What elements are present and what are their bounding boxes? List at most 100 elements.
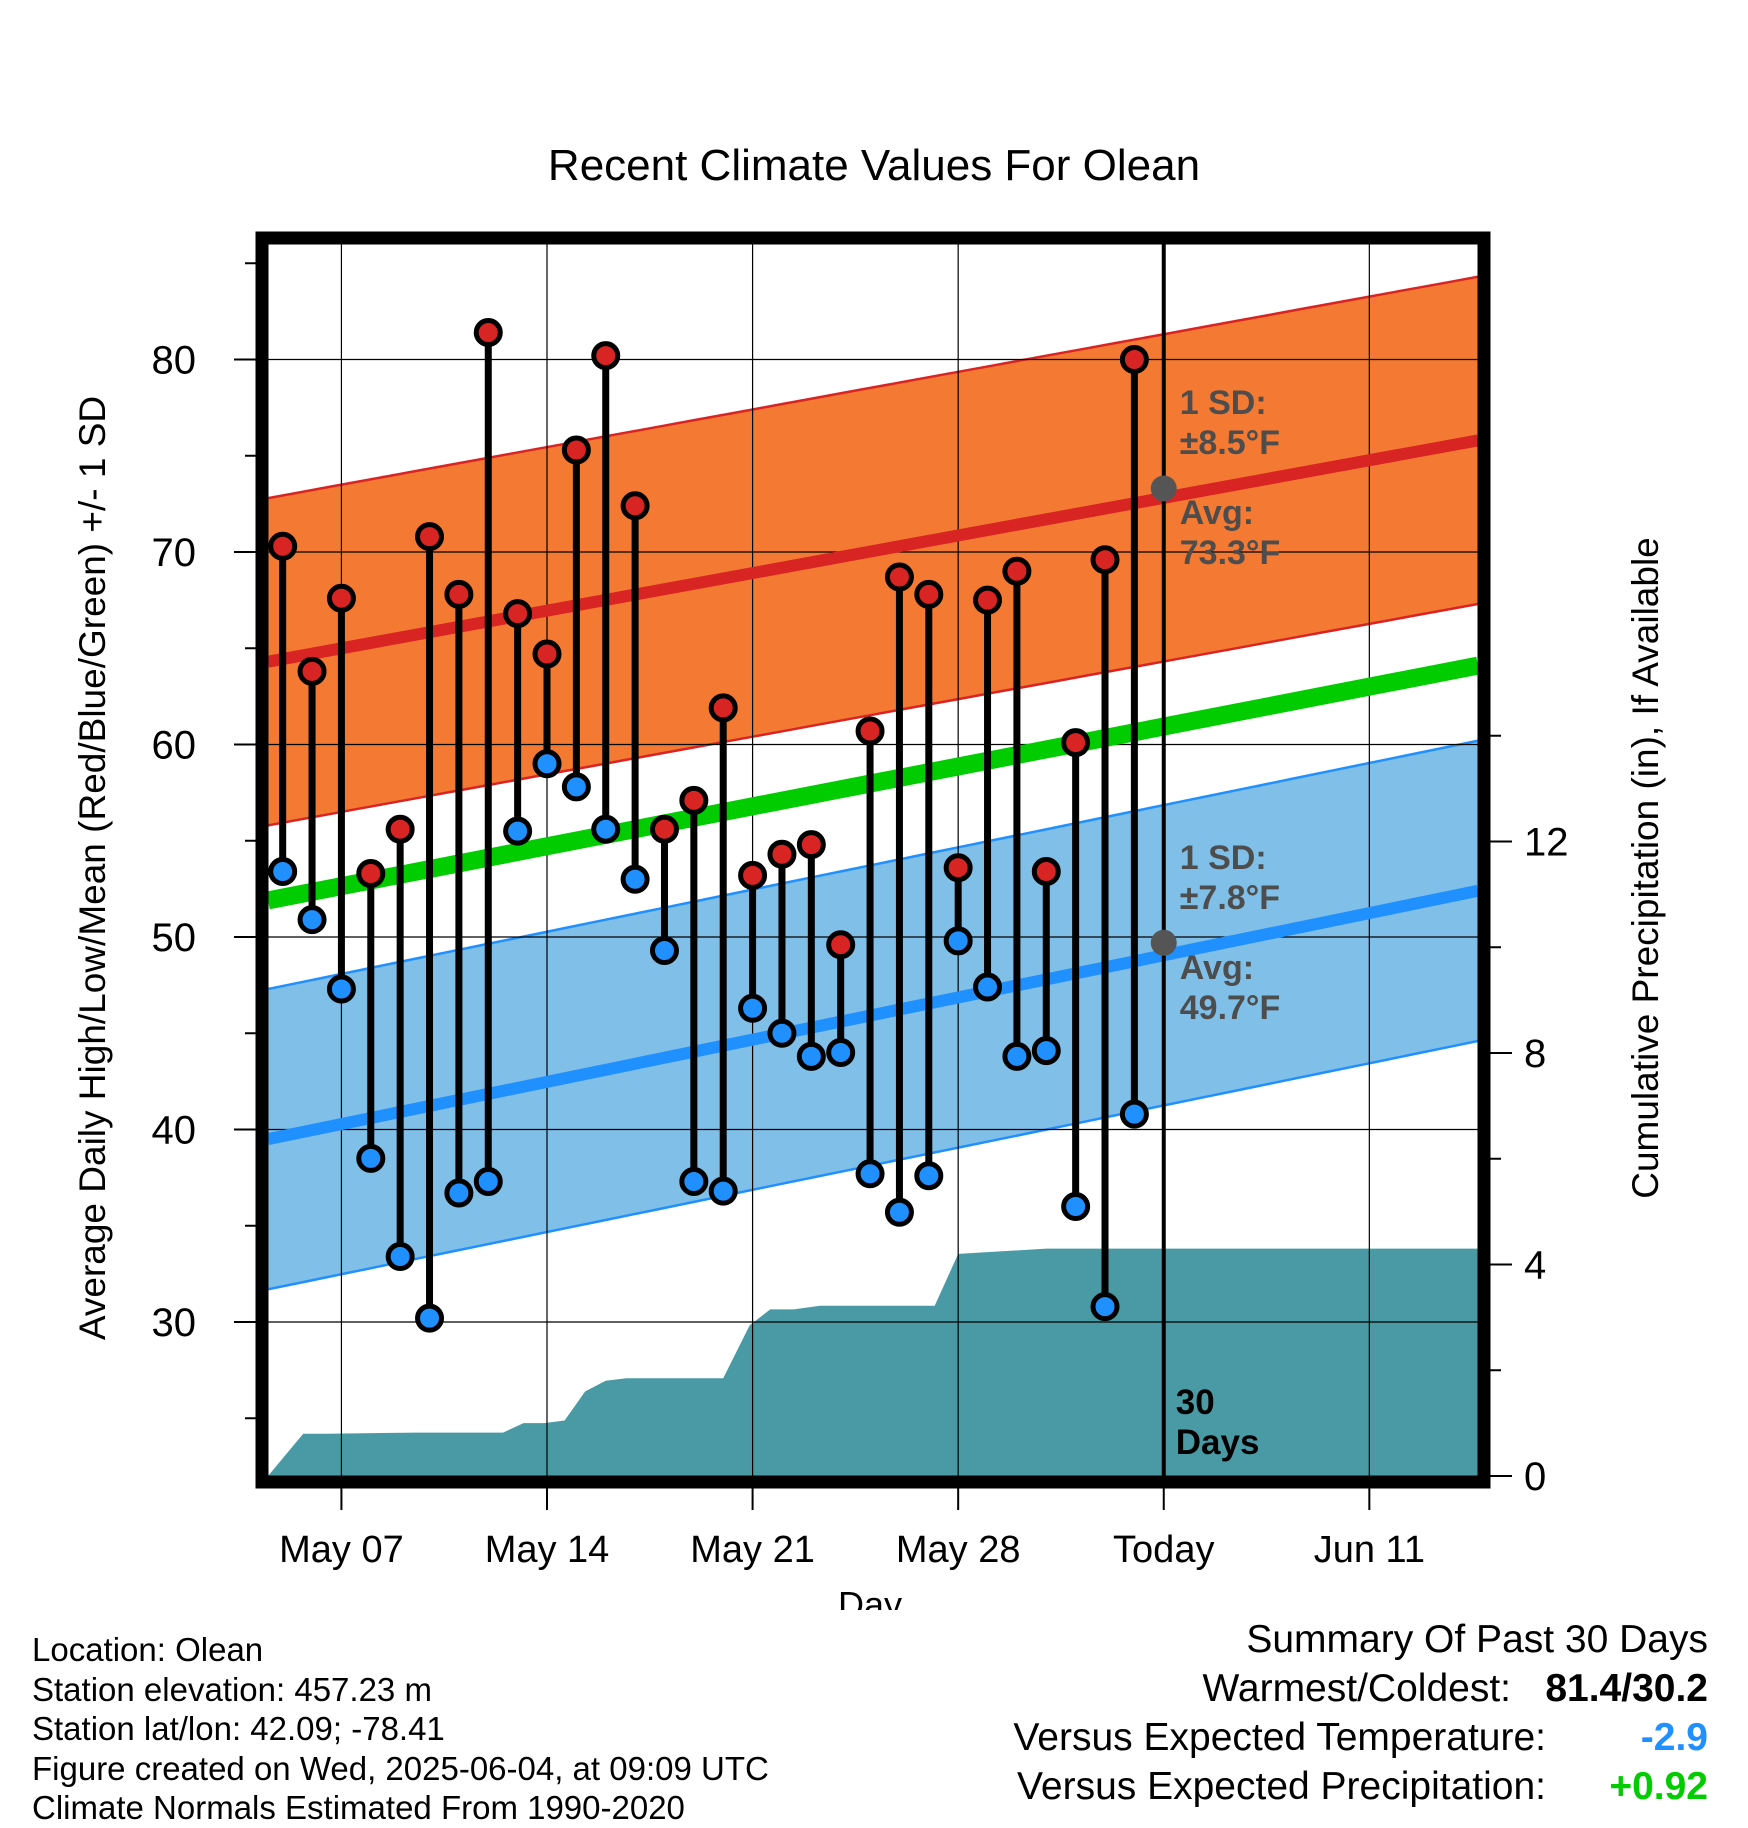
daily-low-point xyxy=(1119,1099,1149,1129)
daily-low-point xyxy=(796,1041,826,1071)
daily-high-point xyxy=(767,839,797,869)
y-tick-label: 80 xyxy=(152,339,197,383)
daily-high-point xyxy=(1002,556,1032,586)
daily-low-point xyxy=(268,857,298,887)
warmest-coldest-label: Warmest/Coldest: xyxy=(1202,1667,1511,1710)
warmest-coldest-value: 81.4/30.2 xyxy=(1545,1667,1708,1710)
daily-low-point xyxy=(649,935,679,965)
created-text: Figure created on Wed, 2025-06-04, at 09… xyxy=(32,1749,769,1787)
daily-high-point xyxy=(1090,545,1120,575)
daily-high-point xyxy=(561,435,591,465)
x-tick-label: Today xyxy=(1113,1529,1214,1571)
summary-title-row: Summary Of Past 30 Days xyxy=(808,1618,1708,1667)
daily-high-point xyxy=(855,716,885,746)
precipitation-area xyxy=(268,1248,1478,1476)
precipitation-row: Versus Expected Precipitation: +0.92 xyxy=(808,1765,1708,1814)
daily-low-point xyxy=(356,1143,386,1173)
daily-low-point xyxy=(473,1166,503,1196)
y-tick-label: 40 xyxy=(152,1109,197,1153)
daily-low-point xyxy=(1061,1192,1091,1221)
daily-low-point xyxy=(591,814,621,844)
y2-tick-label: 8 xyxy=(1524,1032,1546,1076)
window-days-label: Days xyxy=(1176,1423,1260,1462)
y-tick-label: 70 xyxy=(152,531,197,575)
daily-low-point xyxy=(1002,1041,1032,1071)
normals-text: Climate Normals Estimated From 1990-2020 xyxy=(32,1789,685,1826)
daily-low-point xyxy=(415,1303,445,1333)
temperature-value: -2.9 xyxy=(1640,1716,1708,1759)
daily-low-point xyxy=(1090,1292,1120,1322)
daily-low-point xyxy=(826,1038,856,1067)
daily-high-point xyxy=(914,579,944,609)
daily-high-point xyxy=(444,579,474,609)
daily-low-point xyxy=(738,993,768,1023)
plot-frame xyxy=(255,231,1491,1489)
daily-low-point xyxy=(503,816,533,846)
daily-high-point xyxy=(649,814,679,844)
high-band-upper-edge xyxy=(268,275,1478,500)
daily-high-point xyxy=(884,562,914,592)
daily-high-point xyxy=(326,583,356,613)
high-annotation-line: 73.3°F xyxy=(1180,534,1281,572)
daily-high-point xyxy=(532,639,562,669)
daily-high-point xyxy=(943,853,973,883)
x-tick-label: May 07 xyxy=(279,1529,404,1571)
daily-low-point xyxy=(679,1166,709,1196)
daily-low-point xyxy=(444,1178,474,1208)
high-annotation-line: Avg: xyxy=(1180,494,1254,532)
precipitation-label: Versus Expected Precipitation: xyxy=(1017,1765,1546,1808)
daily-low-point xyxy=(914,1161,944,1191)
low-annotation-line: ±7.8°F xyxy=(1180,879,1280,917)
x-tick-label: Jun 11 xyxy=(1314,1529,1425,1571)
daily-high-point xyxy=(1061,728,1091,758)
daily-low-point xyxy=(297,905,327,935)
station-info: Location: Olean Station elevation: 457.2… xyxy=(32,1630,769,1828)
daily-low-point xyxy=(884,1197,914,1227)
climate-chart: Recent Climate Values For Olean 1 SD:±8.… xyxy=(72,141,1666,1610)
x-axis-label: Day xyxy=(838,1584,902,1610)
daily-high-point xyxy=(415,522,445,552)
temperature-label: Versus Expected Temperature: xyxy=(1013,1716,1546,1759)
daily-high-point xyxy=(796,830,826,860)
y2-tick-label: 0 xyxy=(1524,1455,1546,1499)
daily-high-point xyxy=(1031,857,1061,887)
low-annotation-line: 49.7°F xyxy=(1180,989,1281,1027)
chart-title: Recent Climate Values For Olean xyxy=(548,141,1200,190)
daily-low-point xyxy=(855,1159,885,1189)
daily-high-point xyxy=(826,930,856,960)
y2-axis-label: Cumulative Precipitation (in), If Availa… xyxy=(1625,537,1666,1199)
summary-panel: Summary Of Past 30 Days Warmest/Coldest:… xyxy=(808,1618,1708,1814)
temperature-row: Versus Expected Temperature: -2.9 xyxy=(808,1716,1708,1765)
low-annotation-line: Avg: xyxy=(1180,949,1254,987)
daily-high-point xyxy=(268,531,298,561)
daily-high-point xyxy=(738,860,768,890)
y2-tick-label: 12 xyxy=(1524,820,1569,864)
daily-low-point xyxy=(532,749,562,779)
y-tick-label: 60 xyxy=(152,724,197,768)
daily-low-point xyxy=(767,1018,797,1048)
x-tick-label: May 21 xyxy=(690,1529,815,1571)
location-text: Location: Olean xyxy=(32,1631,264,1668)
high-annotation-line: 1 SD: xyxy=(1180,384,1267,422)
daily-high-point xyxy=(679,785,709,815)
window-days-label: 30 xyxy=(1176,1383,1215,1422)
y-axis-label: Average Daily High/Low/Mean (Red/Blue/Gr… xyxy=(72,396,113,1340)
warmest-coldest-row: Warmest/Coldest: 81.4/30.2 xyxy=(808,1667,1708,1716)
low-annotation-line: 1 SD: xyxy=(1180,839,1267,877)
daily-low-point xyxy=(326,974,356,1004)
daily-high-point xyxy=(591,341,621,371)
high-band-lower-edge xyxy=(268,602,1478,827)
daily-high-point xyxy=(385,814,415,844)
daily-low-point xyxy=(1031,1036,1061,1066)
daily-low-point xyxy=(943,926,973,956)
daily-high-point xyxy=(356,858,386,888)
daily-low-point xyxy=(973,972,1003,1002)
elevation-text: Station elevation: 457.23 m xyxy=(32,1670,432,1708)
daily-high-point xyxy=(503,599,533,629)
daily-low-point xyxy=(620,864,650,894)
y-tick-label: 50 xyxy=(152,916,197,960)
y2-tick-label: 4 xyxy=(1524,1243,1546,1287)
today-high-average-marker xyxy=(1150,475,1177,502)
x-tick-label: May 14 xyxy=(485,1529,610,1571)
